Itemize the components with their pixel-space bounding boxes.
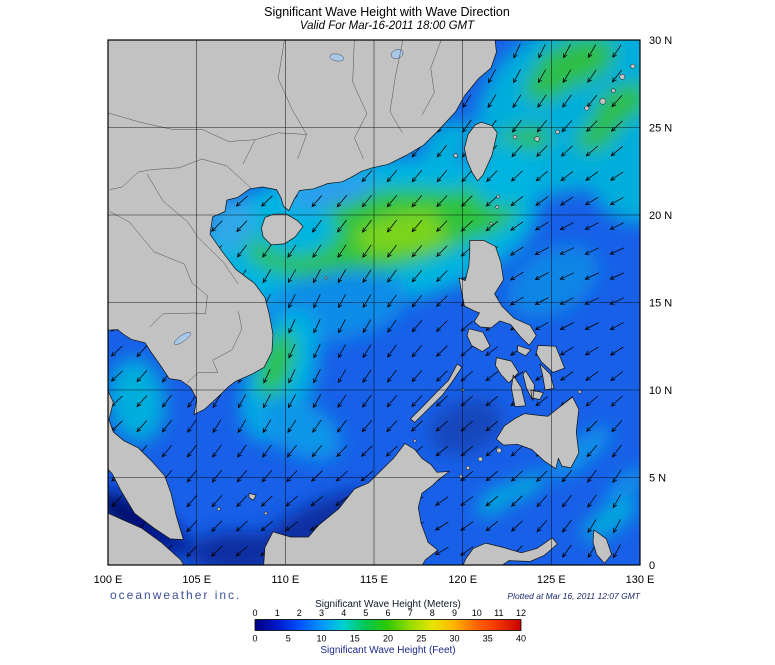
lat-axis-label: 20 N (649, 210, 672, 222)
island (630, 63, 636, 69)
island (453, 153, 458, 158)
graticule-path (108, 40, 640, 565)
feet-tick-label: 25 (416, 634, 426, 644)
plotted-timestamp: Plotted at Mar 16, 2011 12:07 GMT (507, 591, 640, 601)
meters-tick-label: 4 (341, 608, 346, 618)
island (477, 456, 483, 462)
feet-tick-label: 15 (350, 634, 360, 644)
legend-feet-title: Significant Wave Height (Feet) (320, 645, 455, 656)
island (512, 134, 518, 140)
meters-tick-label: 5 (363, 608, 368, 618)
island (495, 205, 500, 209)
lat-axis-label: 25 N (649, 123, 672, 135)
meters-tick-label: 8 (430, 608, 435, 618)
border-lines (108, 40, 442, 384)
wave-height-blob (476, 484, 517, 517)
lon-axis-label: 100 E (94, 574, 123, 586)
map-frame (107, 39, 641, 566)
wave-height-blob (582, 498, 637, 541)
meters-tick-row: 0 1 2 3 4 5 6 7 8 9 10 11 12 (252, 608, 526, 618)
meters-tick-label: 7 (408, 608, 413, 618)
island (599, 98, 607, 105)
lat-axis-label: 0 (649, 560, 655, 572)
meters-tick-label: 11 (494, 608, 503, 618)
island (611, 88, 616, 93)
meters-tick-label: 1 (275, 608, 280, 618)
wave-height-blob (593, 83, 640, 127)
island (489, 222, 493, 226)
colorbar (254, 619, 522, 631)
island (496, 447, 502, 454)
island (584, 105, 590, 111)
island (534, 136, 540, 142)
lat-axis-label: 10 N (649, 385, 672, 397)
lon-axis-label: 115 E (360, 574, 388, 586)
island (264, 511, 268, 516)
island (413, 439, 417, 443)
feet-tick-label: 35 (483, 634, 493, 644)
wave-height-blob (355, 210, 461, 255)
wave-height-blob (606, 468, 640, 501)
longitude-axis: 100 E 105 E 110 E 115 E 120 E 125 E 130 E (94, 574, 655, 586)
wave-height-blob (507, 244, 599, 319)
meters-tick-label: 9 (452, 608, 457, 618)
lon-axis-label: 125 E (537, 574, 566, 586)
meters-tick-label: 0 (252, 608, 257, 618)
country-borders (108, 40, 442, 384)
island (577, 389, 582, 394)
lake (390, 49, 404, 59)
coastlines (108, 40, 612, 565)
wave-height-field (108, 40, 640, 565)
feet-tick-label: 10 (316, 634, 326, 644)
meters-tick-label: 3 (319, 608, 324, 618)
lon-axis-label: 130 E (626, 574, 655, 586)
feet-tick-label: 40 (516, 634, 526, 644)
lat-axis-label: 5 N (649, 473, 666, 485)
lon-axis-label: 110 E (271, 574, 299, 586)
grid-lines (108, 40, 640, 565)
oceanweather-brand: oceanweather inc. (110, 588, 241, 602)
island (555, 129, 560, 135)
feet-tick-label: 30 (449, 634, 459, 644)
legend-meters-title: Significant Wave Height (Meters) (315, 599, 461, 610)
map-panel (107, 39, 641, 566)
wave-height-blob (585, 119, 640, 223)
chart-title: Significant Wave Height with Wave Direct… (264, 5, 510, 19)
island (465, 465, 471, 470)
chart-subtitle: Valid For Mar-16-2011 18:00 GMT (300, 20, 475, 32)
wave-height-blob (509, 472, 544, 500)
wave-height-blob (108, 493, 147, 532)
island (619, 73, 626, 80)
wave-height-blob (576, 117, 619, 152)
lake (174, 332, 191, 345)
island (496, 194, 500, 199)
meters-tick-label: 12 (516, 608, 526, 618)
feet-tick-row: 0 5 10 15 20 25 30 35 40 (252, 634, 526, 644)
wave-height-blob (257, 396, 342, 461)
lon-axis-label: 120 E (448, 574, 477, 586)
wave-height-blob (524, 66, 572, 102)
feet-tick-label: 20 (383, 634, 393, 644)
feet-tick-label: 0 (252, 634, 257, 644)
lake (329, 53, 345, 62)
meters-tick-label: 10 (472, 608, 482, 618)
lat-axis-label: 30 N (649, 35, 672, 47)
latitude-axis: 30 N 25 N 20 N 15 N 10 N 5 N 0 (649, 35, 672, 572)
feet-tick-label: 5 (286, 634, 291, 644)
meters-tick-label: 2 (297, 608, 302, 618)
island (216, 507, 221, 511)
island (324, 276, 328, 280)
meters-tick-label: 6 (385, 608, 390, 618)
lat-axis-label: 15 N (649, 298, 672, 310)
lon-axis-label: 105 E (182, 574, 211, 586)
